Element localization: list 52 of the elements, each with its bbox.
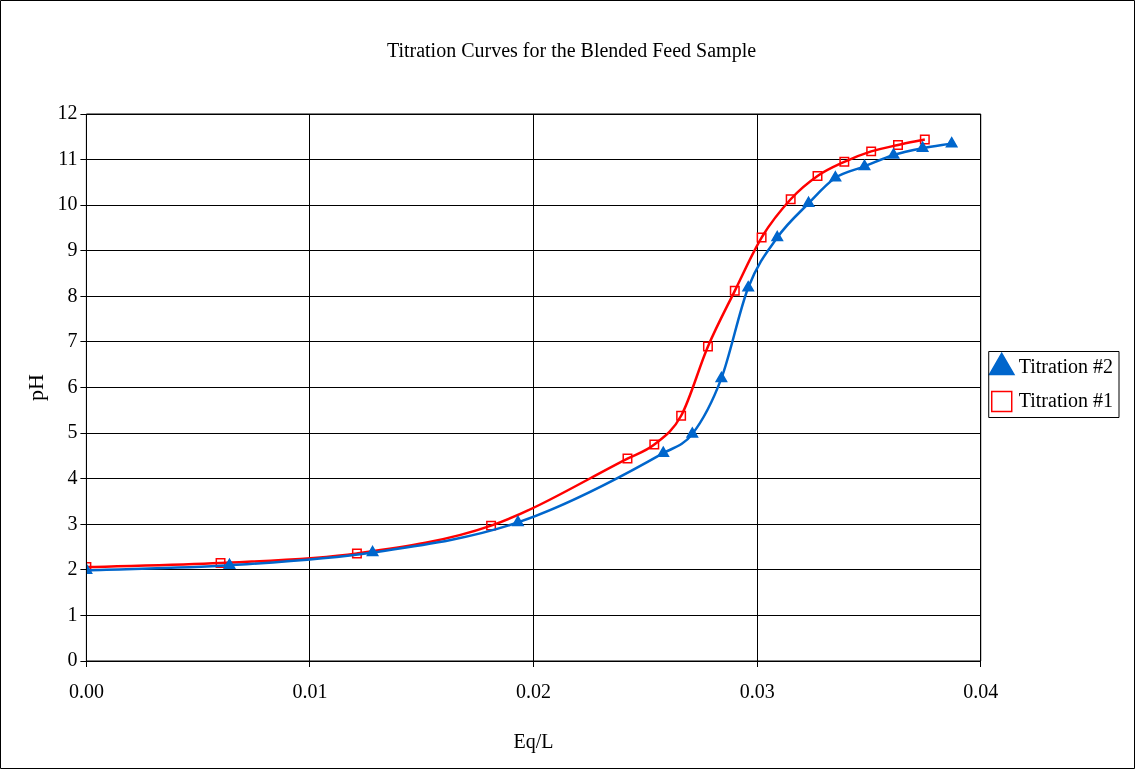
point: [771, 230, 784, 242]
point: [742, 280, 755, 292]
x-tick-label: 0.03: [739, 680, 775, 703]
point: [919, 134, 930, 145]
point: [215, 558, 226, 568]
y-tick-label: 11: [58, 146, 78, 169]
x-tick-label: 0.04: [963, 680, 999, 703]
y-tick-label: 4: [67, 465, 78, 488]
point: [486, 520, 497, 531]
x-tick-label: 0.02: [516, 680, 552, 703]
y-tick-label: 6: [67, 374, 78, 397]
x-tick-label: 0.01: [292, 680, 328, 703]
point: [916, 141, 929, 152]
point: [702, 341, 713, 352]
y-tick-label: 5: [67, 420, 78, 443]
point: [756, 232, 767, 243]
point: [812, 171, 823, 181]
point: [657, 446, 670, 457]
point: [366, 545, 379, 557]
point: [351, 548, 362, 559]
y-tick-label: 2: [67, 557, 78, 580]
y-tick-label: 10: [57, 192, 78, 215]
y-tick-label: 3: [67, 511, 78, 534]
point: [676, 410, 687, 421]
point: [945, 136, 958, 148]
point: [223, 558, 236, 570]
y-tick-label: 8: [67, 283, 78, 306]
chart-title: Titration Curves for the Blended Feed Sample: [386, 39, 757, 63]
point: [649, 439, 660, 450]
x-axis-title: Eq/L: [513, 730, 554, 754]
x-tick-label: 0.00: [68, 680, 104, 703]
y-tick-label: 0: [67, 648, 78, 671]
point: [686, 427, 699, 438]
point: [729, 285, 740, 296]
legend-label: Titration #1: [1018, 388, 1113, 411]
y-tick-label: 7: [67, 329, 78, 352]
point: [839, 156, 850, 167]
y-axis-title: pH: [22, 373, 48, 401]
point: [858, 159, 871, 171]
point: [785, 194, 796, 205]
y-tick-label: 9: [67, 238, 78, 260]
y-tick-label: 12: [57, 101, 78, 124]
point: [802, 196, 815, 208]
point: [893, 140, 903, 150]
y-tick-label: 1: [67, 602, 78, 625]
legend-label: Titration #2: [1018, 354, 1113, 377]
point: [622, 453, 633, 464]
point: [887, 148, 900, 159]
point: [511, 515, 524, 527]
point: [866, 146, 877, 157]
point: [829, 171, 842, 182]
point: [715, 371, 728, 383]
